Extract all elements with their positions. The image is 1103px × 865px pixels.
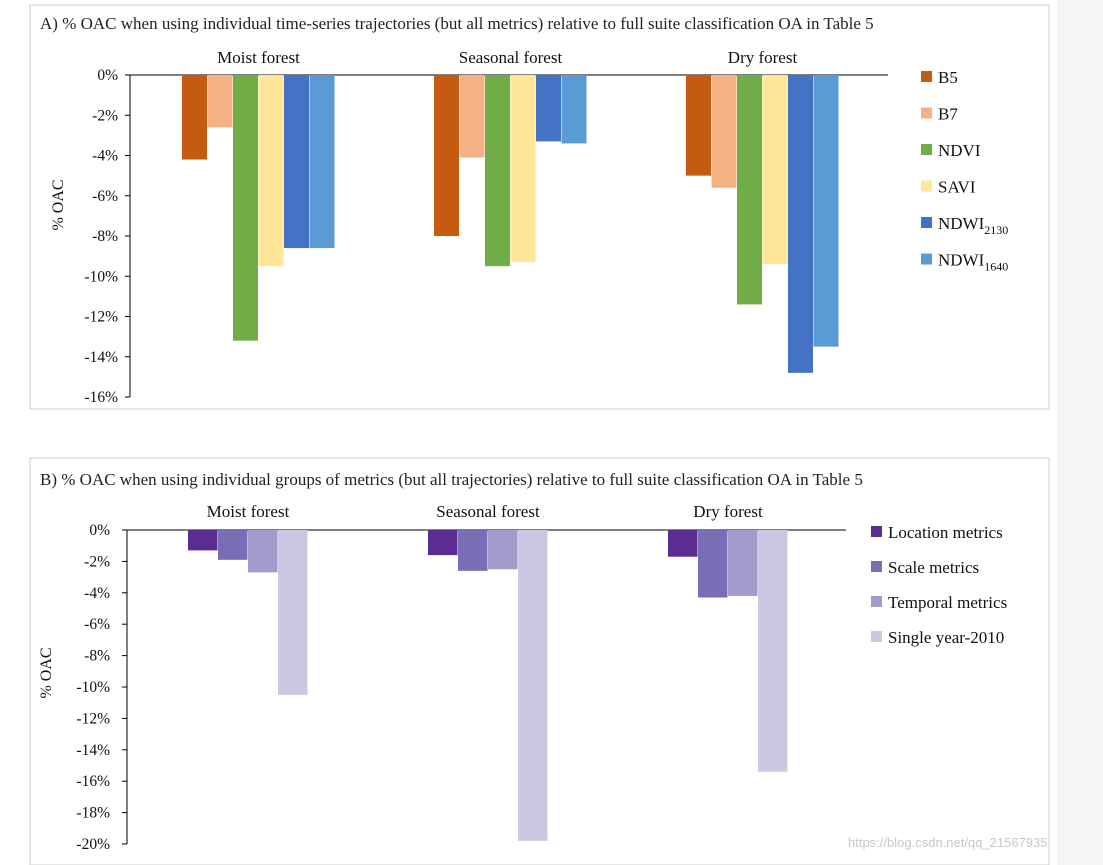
panel-a-bar-ndwi2130 (536, 75, 561, 142)
panel-a-legend-swatch (921, 71, 932, 82)
panel-b-ytick-label: 0% (89, 522, 110, 539)
panel-a-ytick-label: -16% (84, 389, 118, 406)
panel-a-legend-label: NDVI (938, 141, 981, 160)
panel-a-legend-swatch (921, 144, 932, 155)
panel-b-ytick-label: -4% (84, 585, 110, 602)
panel-a-bar-ndvi (485, 75, 510, 267)
panel-a-legend-swatch (921, 107, 932, 119)
panel-b-ytick-label: -20% (76, 836, 110, 853)
panel-a-bar-ndvi (737, 75, 762, 305)
panel-b-legend-swatch (871, 631, 882, 642)
panel-b-legend-swatch (871, 596, 882, 607)
panel-b-legend-label: Single year-2010 (888, 628, 1004, 647)
panel-b-legend-swatch (871, 526, 882, 537)
panel-b-title: B) % OAC when using individual groups of… (40, 470, 863, 489)
panel-b-category-label: Seasonal forest (436, 502, 540, 521)
panel-b-category-label: Moist forest (207, 502, 290, 521)
panel-a-bar-b5 (434, 75, 459, 236)
panel-a-ytick-label: -14% (84, 349, 118, 366)
panel-b-legend-label: Temporal metrics (888, 593, 1007, 612)
panel-a-bar-ndwi1640 (309, 75, 335, 249)
panel-a-ytick-label: -8% (92, 228, 118, 245)
panel-b-legend-swatch (871, 561, 882, 572)
panel-a-ylabel: % OAC (50, 179, 67, 230)
panel-b-legend-label: Scale metrics (888, 558, 979, 577)
panel-a-bar-ndwi1640 (561, 75, 587, 144)
panel-a-bar-b5 (686, 75, 711, 176)
panel-a-category-label: Moist forest (217, 48, 300, 67)
watermark: https://blog.csdn.net/qq_21567935 (848, 835, 1048, 850)
panel-a-ytick-label: -10% (84, 268, 118, 285)
panel-a-legend-label: B7 (938, 105, 958, 124)
panel-a-frame (29, 4, 1050, 410)
panel-b-bar-temporal-metrics (248, 530, 278, 573)
panel-a-legend-swatch (921, 180, 932, 192)
panel-a-ytick-label: -6% (92, 188, 118, 205)
panel-a-ytick-label: -4% (92, 148, 118, 165)
panel-b-bar-location-metrics (428, 530, 458, 556)
panel-a-bar-b7 (207, 75, 233, 128)
panel-b-category-label: Dry forest (693, 502, 763, 521)
panel-a-bar-ndvi (233, 75, 258, 341)
panel-a-legend-swatch (921, 253, 932, 265)
panel-a-bar-b5 (182, 75, 207, 160)
panel-a-legend-swatch (921, 217, 932, 228)
panel-b-ytick-label: -18% (76, 805, 110, 822)
panel-b-bar-scale-metrics (458, 530, 488, 571)
panel-b-ylabel: % OAC (38, 647, 55, 698)
panel-b-ytick-label: -6% (84, 616, 110, 633)
panel-a-title: A) % OAC when using individual time-seri… (40, 14, 874, 33)
panel-a-category-label: Seasonal forest (459, 48, 563, 67)
panel-b-ytick-label: -2% (84, 553, 110, 570)
panel-a-ytick-label: -2% (92, 107, 118, 124)
panel-b-legend-label: Location metrics (888, 523, 1003, 542)
panel-a-bar-savi (510, 75, 536, 263)
panel-b-ytick-label: -14% (76, 742, 110, 759)
panel-b-bar-location-metrics (188, 530, 218, 551)
panel-b-bar-single-year-2010 (758, 530, 788, 772)
panel-a-bar-ndwi2130 (788, 75, 813, 373)
panel-b-bar-location-metrics (668, 530, 698, 557)
panel-a-ytick-label: 0% (97, 67, 118, 84)
panel-b-bar-single-year-2010 (278, 530, 308, 695)
panel-b-ytick-label: -8% (84, 648, 110, 665)
panel-a-bar-savi (258, 75, 284, 267)
panel-a-legend-label: B5 (938, 68, 958, 87)
panel-a-ytick-label: -12% (84, 309, 118, 326)
panel-b-plot: 0% -2% -4% -6% -8% -10% -12% -14% -16% -18% -20% Mo… (76, 502, 1007, 853)
panel-b-bar-temporal-metrics (488, 530, 518, 570)
panel-b-ytick-label: -12% (76, 710, 110, 727)
panel-b-bar-single-year-2010 (518, 530, 548, 841)
panel-a-plot: 0% -2% -4% -6% -8% -10% -12% -14% -16% Moist fore… (84, 48, 1008, 406)
panel-b-ytick-label: -10% (76, 679, 110, 696)
panel-b-bar-scale-metrics (218, 530, 248, 560)
panel-b-ytick-label: -16% (76, 773, 110, 790)
panel-a-legend-label: SAVI (938, 178, 976, 197)
panel-a-bar-b7 (711, 75, 737, 188)
panel-b-bar-temporal-metrics (728, 530, 758, 596)
panel-b-bar-scale-metrics (698, 530, 728, 598)
scrollbar-track[interactable] (1057, 0, 1103, 865)
panel-a-bar-savi (762, 75, 788, 265)
panel-a-bar-b7 (459, 75, 485, 158)
panel-a-category-label: Dry forest (728, 48, 798, 67)
panel-a-bar-ndwi2130 (284, 75, 309, 249)
panel-a-bar-ndwi1640 (813, 75, 839, 347)
